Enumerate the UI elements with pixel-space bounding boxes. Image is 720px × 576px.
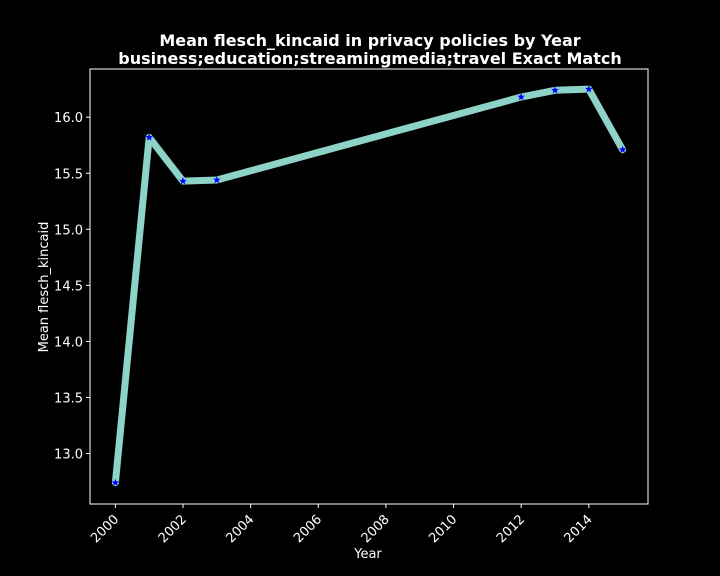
y-tick-label: 14.0	[54, 335, 83, 350]
data-point-marker	[585, 85, 593, 93]
x-tick-label: 2004	[223, 512, 257, 546]
data-point-marker	[179, 177, 187, 185]
data-point-marker	[111, 478, 120, 486]
y-tick-label: 15.0	[54, 223, 83, 238]
chart-subtitle: business;education;streamingmedia;travel…	[118, 49, 621, 68]
chart-title: Mean flesch_kincaid in privacy policies …	[159, 31, 580, 50]
data-point-marker	[213, 175, 221, 184]
y-tick-label: 13.5	[54, 391, 83, 406]
series-line	[111, 85, 627, 487]
data-point-marker	[517, 93, 525, 101]
x-tick-label: 2008	[359, 512, 393, 546]
x-tick-label: 2012	[494, 512, 528, 546]
plot-area: 2000 2002 2004 2006 2008 2010 2012 2014 13.0 13.5…	[54, 68, 649, 546]
axes-frame	[89, 68, 649, 505]
y-tick-label: 15.5	[54, 167, 83, 182]
x-tick-label: 2014	[562, 512, 596, 546]
x-axis-label: Year	[353, 547, 382, 562]
x-tick-label: 2002	[156, 512, 190, 546]
y-tick-label: 13.0	[54, 448, 83, 463]
x-tick-label: 2000	[88, 512, 122, 546]
data-point-marker	[145, 133, 153, 141]
x-tick-label: 2010	[426, 512, 460, 546]
x-tick-label: 2006	[291, 512, 325, 546]
data-point-marker	[551, 86, 559, 94]
y-tick-label: 14.5	[54, 279, 83, 294]
y-tick-label: 16.0	[54, 111, 83, 126]
y-axis-label: Mean flesch_kincaid	[37, 222, 52, 353]
data-point-marker	[618, 145, 627, 153]
